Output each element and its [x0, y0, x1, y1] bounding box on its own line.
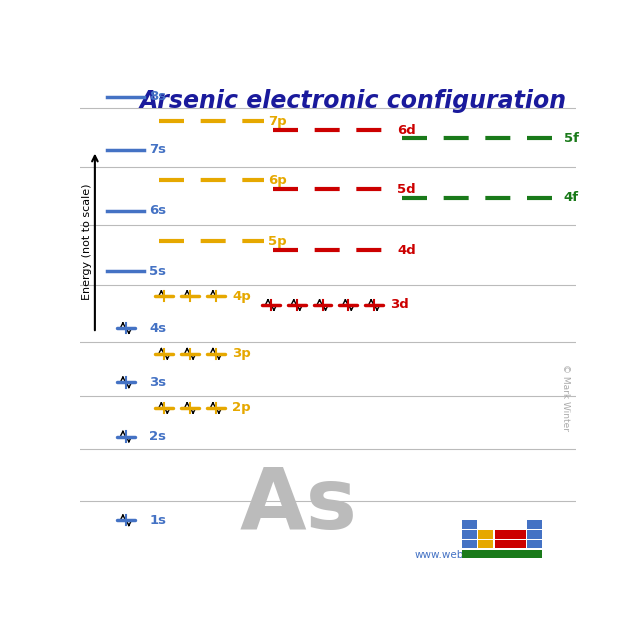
Bar — [478, 540, 493, 548]
Bar — [462, 530, 477, 538]
Bar — [462, 540, 477, 548]
Text: 6s: 6s — [150, 204, 166, 218]
Text: Arsenic electronic configuration: Arsenic electronic configuration — [140, 89, 566, 113]
Text: 1s: 1s — [150, 514, 166, 527]
Text: Energy (not to scale): Energy (not to scale) — [82, 184, 92, 300]
Bar — [527, 540, 542, 548]
Text: 7p: 7p — [269, 115, 287, 127]
Bar — [527, 520, 542, 529]
Text: 6d: 6d — [397, 124, 416, 136]
Text: 4s: 4s — [150, 322, 166, 335]
Text: 5p: 5p — [269, 235, 287, 248]
Text: 2p: 2p — [232, 401, 251, 415]
Text: 4d: 4d — [397, 244, 416, 257]
Text: 7s: 7s — [150, 143, 166, 156]
Text: © Mark Winter: © Mark Winter — [561, 364, 570, 431]
Bar — [478, 530, 493, 538]
Bar — [495, 530, 526, 538]
Bar — [527, 530, 542, 538]
Bar — [462, 550, 542, 558]
Text: 3p: 3p — [232, 348, 251, 360]
Bar — [462, 520, 477, 529]
Text: 5s: 5s — [150, 265, 166, 278]
Text: 3d: 3d — [390, 298, 409, 312]
Text: 4f: 4f — [564, 191, 579, 204]
Text: 3s: 3s — [150, 376, 166, 389]
Bar — [495, 540, 526, 548]
Text: www.webelements.com: www.webelements.com — [415, 550, 538, 560]
Text: 2s: 2s — [150, 430, 166, 443]
Text: 5d: 5d — [397, 182, 416, 196]
Text: As: As — [239, 464, 357, 547]
Text: 5f: 5f — [564, 132, 579, 145]
Text: 6p: 6p — [269, 174, 287, 187]
Text: 8s: 8s — [150, 90, 166, 103]
Text: 4p: 4p — [232, 289, 251, 303]
